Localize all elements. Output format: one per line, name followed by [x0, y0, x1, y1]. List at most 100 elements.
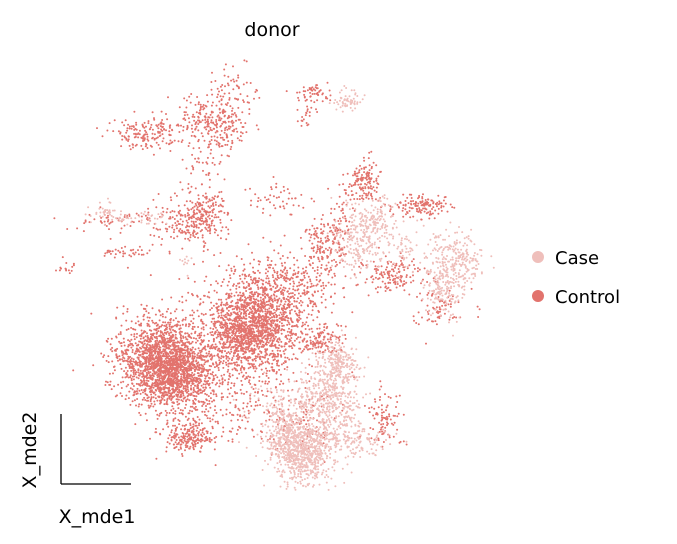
scatter-point	[264, 272, 267, 275]
scatter-point	[182, 397, 185, 400]
scatter-point	[206, 360, 209, 363]
scatter-point	[242, 350, 245, 353]
scatter-point	[220, 321, 223, 324]
scatter-point	[196, 364, 199, 367]
scatter-point	[227, 228, 230, 231]
scatter-point	[212, 127, 215, 130]
scatter-point	[192, 391, 195, 394]
scatter-point	[229, 148, 232, 151]
scatter-point	[245, 131, 248, 134]
scatter-point	[201, 234, 204, 237]
scatter-point	[197, 203, 200, 206]
scatter-point	[223, 332, 226, 335]
scatter-point	[236, 308, 238, 311]
scatter-point	[269, 320, 272, 322]
scatter-point	[157, 368, 160, 371]
scatter-point	[130, 357, 133, 360]
scatter-point	[130, 320, 133, 323]
scatter-point	[133, 391, 136, 394]
scatter-point	[195, 359, 198, 362]
scatter-point	[246, 95, 249, 98]
scatter-point	[218, 117, 221, 119]
scatter-point	[197, 103, 200, 106]
scatter-point	[293, 269, 296, 272]
scatter-point	[198, 349, 201, 352]
scatter-point	[105, 380, 107, 383]
scatter-point	[230, 348, 232, 351]
scatter-point	[254, 309, 256, 311]
scatter-point	[181, 453, 183, 455]
scatter-point	[191, 325, 194, 328]
scatter-point	[154, 357, 157, 360]
scatter-point	[299, 236, 302, 239]
scatter-point	[360, 176, 363, 179]
scatter-point	[270, 260, 273, 262]
scatter-point	[169, 196, 172, 199]
scatter-point	[218, 100, 221, 103]
scatter-point	[192, 399, 195, 402]
scatter-point	[243, 337, 246, 340]
scatter-point	[127, 135, 130, 138]
scatter-point	[151, 338, 154, 341]
scatter-point	[220, 333, 222, 336]
scatter-point	[245, 343, 248, 345]
scatter-point	[171, 372, 174, 375]
scatter-point	[236, 377, 239, 380]
scatter-point	[182, 336, 185, 339]
scatter-point	[130, 369, 133, 372]
scatter-point	[186, 382, 189, 385]
scatter-point	[231, 330, 234, 333]
scatter-point	[140, 335, 143, 338]
scatter-point	[200, 105, 202, 108]
scatter-point	[157, 341, 160, 344]
scatter-point	[165, 352, 168, 355]
scatter-point	[223, 92, 226, 95]
scatter-point	[197, 434, 200, 437]
scatter-point	[155, 324, 158, 327]
scatter-point	[274, 323, 277, 326]
scatter-point	[164, 321, 167, 324]
scatter-point	[232, 337, 235, 340]
scatter-point	[195, 224, 198, 227]
scatter-point	[237, 353, 239, 356]
scatter-point	[216, 329, 219, 332]
scatter-point	[203, 427, 206, 430]
scatter-point	[230, 304, 233, 307]
scatter-point	[152, 354, 155, 357]
scatter-point	[140, 403, 143, 406]
scatter-point	[110, 337, 113, 340]
scatter-point	[179, 386, 182, 388]
scatter-point	[260, 335, 263, 338]
scatter-point	[167, 353, 170, 356]
scatter-point	[266, 348, 269, 351]
scatter-point	[183, 204, 186, 207]
scatter-point	[180, 330, 183, 333]
scatter-point	[142, 344, 145, 346]
scatter-point	[127, 339, 130, 342]
scatter-point	[355, 192, 358, 195]
scatter-point	[286, 256, 289, 259]
scatter-point	[257, 307, 260, 310]
scatter-point	[169, 345, 172, 348]
scatter-point	[238, 308, 241, 310]
scatter-point	[232, 272, 235, 275]
scatter-point	[300, 304, 303, 307]
scatter-point	[142, 391, 144, 394]
scatter-point	[177, 124, 180, 127]
scatter-point	[178, 106, 181, 109]
scatter-point	[244, 317, 247, 320]
scatter-point	[126, 308, 129, 310]
scatter-point	[145, 304, 148, 307]
scatter-point	[159, 314, 162, 317]
scatter-point	[180, 428, 183, 431]
scatter-point	[220, 103, 223, 106]
scatter-point	[167, 96, 169, 99]
scatter-point	[121, 121, 124, 124]
scatter-point	[274, 353, 276, 356]
scatter-point	[222, 319, 225, 322]
scatter-point	[138, 340, 141, 343]
scatter-point	[177, 375, 180, 378]
scatter-point	[251, 305, 254, 308]
scatter-point	[218, 119, 221, 122]
scatter-point	[115, 335, 118, 338]
